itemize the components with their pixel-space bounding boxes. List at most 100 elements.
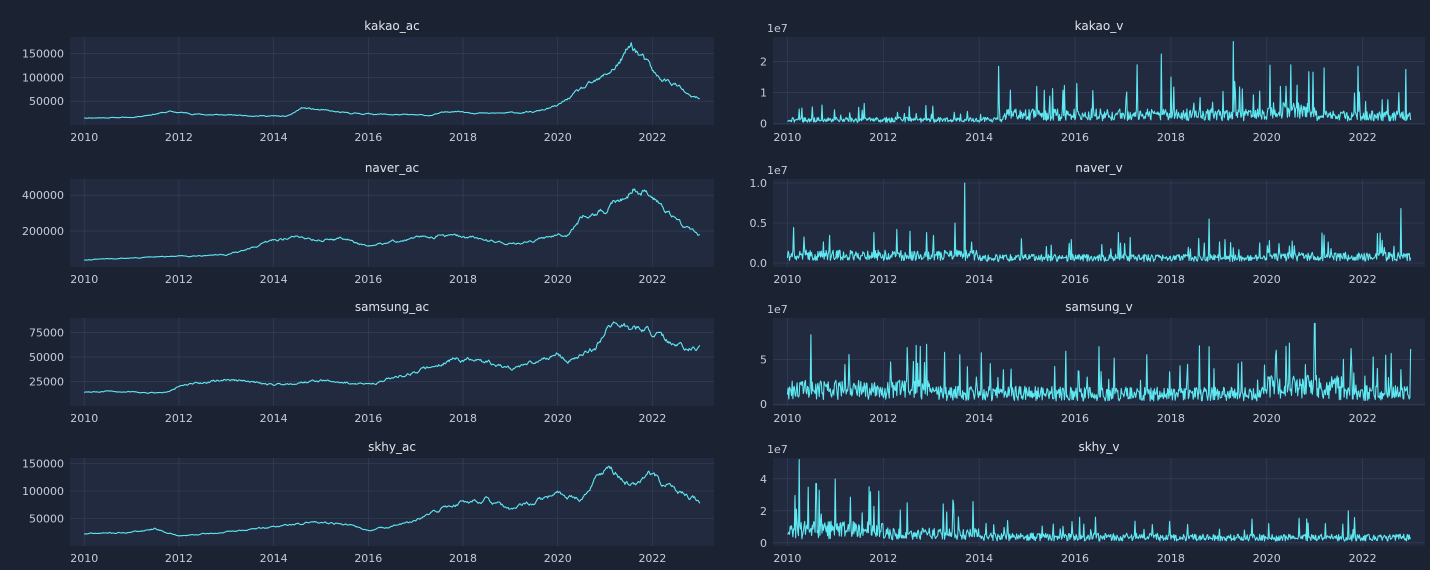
x-tick-label: 2014 [965, 412, 993, 425]
y-tick-label: 75000 [29, 327, 64, 340]
x-tick-label: 2022 [638, 273, 666, 286]
x-tick-label: 2010 [70, 273, 98, 286]
y-tick-label: 400000 [22, 189, 64, 202]
subplot-title: kakao_v [1075, 19, 1124, 33]
subplot-samsung_v: 2010 2012 2014 2016 2018 2020 2022 0 5 samsung_v 1… [760, 300, 1425, 425]
y-tick-label: 100000 [22, 485, 64, 498]
x-tick-label: 2018 [1157, 273, 1185, 286]
x-tick-label: 2012 [165, 273, 193, 286]
x-tick-label: 2012 [165, 552, 193, 565]
axes-background [70, 318, 714, 406]
x-tick-label: 2016 [1061, 412, 1089, 425]
y-tick-label: 2 [760, 56, 767, 69]
series-line-naver_v [786, 182, 1412, 262]
x-tick-label: 2018 [1157, 131, 1185, 144]
x-tick-label: 2020 [544, 412, 572, 425]
x-tick-label: 2018 [1157, 552, 1185, 565]
series-line-skhy_ac [84, 465, 701, 537]
x-tick-label: 2012 [869, 412, 897, 425]
y-tick-label: 100000 [22, 71, 64, 84]
x-tick-label: 2010 [773, 552, 801, 565]
subplot-naver_v: 2010 2012 2014 2016 2018 2020 2022 0.0 0.5 1.0 nav… [750, 161, 1425, 286]
x-tick-label: 2016 [354, 131, 382, 144]
x-tick-label: 2010 [773, 131, 801, 144]
x-tick-label: 2022 [1349, 273, 1377, 286]
axes-background [773, 458, 1425, 546]
subplot-skhy_ac: 2010 2012 2014 2016 2018 2020 2022 50000 100000 1… [22, 440, 714, 565]
x-tick-label: 2010 [773, 412, 801, 425]
subplot-title: naver_ac [365, 161, 419, 175]
y-tick-label: 5 [760, 353, 767, 366]
x-tick-label: 2020 [1253, 131, 1281, 144]
subplot-title: samsung_v [1065, 300, 1132, 314]
y-tick-label: 1.0 [750, 177, 768, 190]
y-tick-label: 0.0 [750, 257, 768, 270]
x-tick-label: 2016 [1061, 273, 1089, 286]
axis-exponent-label: 1e7 [767, 303, 788, 316]
y-tick-label: 150000 [22, 458, 64, 471]
axes-background [70, 179, 714, 267]
x-tick-label: 2010 [70, 552, 98, 565]
x-tick-label: 2016 [1061, 131, 1089, 144]
x-tick-label: 2014 [965, 273, 993, 286]
x-tick-label: 2016 [1061, 552, 1089, 565]
x-tick-label: 2014 [260, 412, 288, 425]
x-tick-label: 2018 [449, 412, 477, 425]
x-tick-label: 2018 [449, 131, 477, 144]
x-tick-label: 2016 [354, 412, 382, 425]
x-tick-label: 2020 [544, 131, 572, 144]
y-tick-label: 1 [760, 87, 767, 100]
x-tick-label: 2012 [869, 273, 897, 286]
x-tick-label: 2020 [544, 552, 572, 565]
series-line-kakao_v [787, 41, 1412, 123]
x-tick-label: 2020 [1253, 412, 1281, 425]
y-tick-label: 0.5 [750, 217, 768, 230]
x-tick-label: 2022 [638, 412, 666, 425]
axis-exponent-label: 1e7 [767, 164, 788, 177]
y-tick-label: 0 [760, 117, 767, 130]
x-tick-label: 2022 [1349, 131, 1377, 144]
x-tick-label: 2016 [354, 552, 382, 565]
x-tick-label: 2022 [1349, 412, 1377, 425]
y-tick-label: 50000 [29, 95, 64, 108]
x-tick-label: 2012 [869, 131, 897, 144]
y-tick-label: 25000 [29, 376, 64, 389]
x-tick-label: 2020 [544, 273, 572, 286]
subplot-kakao_ac: 2010 2012 2014 2016 2018 2020 2022 50000 100000 1… [22, 19, 714, 144]
x-tick-label: 2010 [70, 412, 98, 425]
axes-background [70, 458, 714, 546]
y-tick-label: 0 [760, 537, 767, 550]
subplot-samsung_ac: 2010 2012 2014 2016 2018 2020 2022 25000 50000 75… [29, 300, 714, 425]
axes-background [70, 37, 714, 125]
x-tick-label: 2014 [965, 131, 993, 144]
subplot-kakao_v: 2010 2012 2014 2016 2018 2020 2022 0 1 2 kakao_v 1e… [760, 19, 1425, 144]
subplot-title: skhy_v [1078, 440, 1119, 454]
series-line-samsung_v [786, 322, 1412, 402]
x-tick-label: 2010 [70, 131, 98, 144]
x-tick-label: 2020 [1253, 273, 1281, 286]
x-tick-label: 2018 [449, 273, 477, 286]
x-tick-label: 2012 [165, 131, 193, 144]
y-tick-label: 200000 [22, 225, 64, 238]
x-tick-label: 2018 [449, 552, 477, 565]
x-tick-label: 2016 [354, 273, 382, 286]
subplot-naver_ac: 2010 2012 2014 2016 2018 2020 2022 200000 400000… [22, 161, 714, 286]
x-tick-label: 2020 [1253, 552, 1281, 565]
x-tick-label: 2018 [1157, 412, 1185, 425]
x-tick-label: 2022 [1349, 552, 1377, 565]
x-tick-label: 2014 [260, 273, 288, 286]
y-tick-label: 150000 [22, 48, 64, 61]
x-tick-label: 2014 [260, 552, 288, 565]
x-tick-label: 2022 [638, 131, 666, 144]
y-tick-label: 50000 [29, 351, 64, 364]
y-tick-label: 50000 [29, 513, 64, 526]
axis-exponent-label: 1e7 [767, 443, 788, 456]
subplot-title: kakao_ac [364, 19, 419, 33]
x-tick-label: 2014 [260, 131, 288, 144]
x-tick-label: 2012 [869, 552, 897, 565]
x-tick-label: 2014 [965, 552, 993, 565]
subplot-title: naver_v [1075, 161, 1122, 175]
subplot-skhy_v: 2010 2012 2014 2016 2018 2020 2022 0 2 4 skhy_v 1e7 [760, 440, 1425, 565]
subplot-title: skhy_ac [368, 440, 416, 454]
